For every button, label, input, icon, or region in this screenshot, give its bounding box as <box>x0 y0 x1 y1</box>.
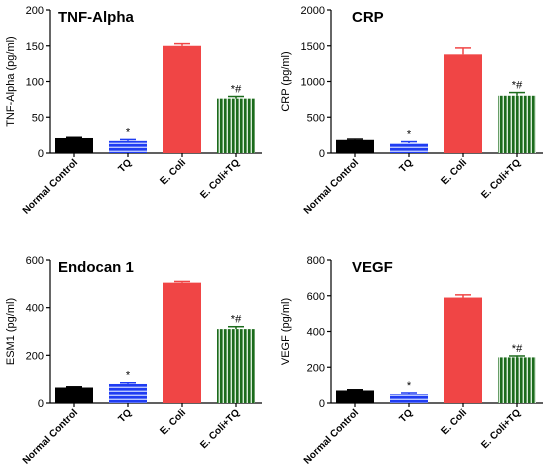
significance-mark: *# <box>231 84 242 96</box>
y-tick-label: 600 <box>307 291 325 303</box>
bar-ecoli <box>444 54 482 153</box>
bar-ecoli-tq <box>217 98 255 153</box>
x-tick-label: E. Coli+TQ <box>479 407 523 451</box>
x-tick-label: Normal Control <box>21 157 80 216</box>
y-tick-label: 200 <box>26 350 44 362</box>
y-tick-label: 200 <box>307 362 325 374</box>
chart-title: VEGF <box>352 259 393 276</box>
bar-ecoli <box>163 282 201 403</box>
y-tick-label: 0 <box>38 148 44 160</box>
bar-tq <box>109 140 147 153</box>
significance-mark: * <box>126 126 131 138</box>
x-tick-label: TQ <box>117 407 135 425</box>
x-tick-label: E. Coli <box>439 407 469 437</box>
y-tick-label: 2000 <box>301 5 325 17</box>
y-tick-label: 150 <box>26 41 44 53</box>
bar-normal-control <box>55 137 93 153</box>
x-tick-label: E. Coli <box>158 407 188 437</box>
bar-normal-control <box>336 390 374 403</box>
panel-vegf: 0 200 400 600 800 VEGF (pg/ml) VEGF Normal Cont… <box>280 255 543 467</box>
y-tick-label: 400 <box>307 327 325 339</box>
bar-tq <box>109 383 147 403</box>
x-tick-label: Normal Control <box>21 407 80 466</box>
y-axis-label: CRP (pg/ml) <box>280 51 292 111</box>
y-axis-label: VEGF (pg/ml) <box>280 298 292 365</box>
y-tick-label: 200 <box>26 5 44 17</box>
x-tick-label: E. Coli+TQ <box>198 407 242 451</box>
x-tick-label: Normal Control <box>302 407 361 466</box>
y-tick-label: 0 <box>38 398 44 410</box>
y-tick-label: 1500 <box>301 41 325 53</box>
significance-mark: * <box>407 380 412 392</box>
y-axis-label: TNF-Alpha (pg/ml) <box>5 36 17 126</box>
bar-tq <box>390 142 428 153</box>
x-tick-label: TQ <box>398 407 416 425</box>
bar-normal-control <box>55 387 93 403</box>
x-tick-label: TQ <box>117 157 135 175</box>
bar-normal-control <box>336 139 374 153</box>
bar-tq <box>390 394 428 403</box>
significance-mark: *# <box>512 343 523 355</box>
bar-ecoli-tq <box>498 357 536 403</box>
bar-ecoli <box>444 297 482 403</box>
bar-ecoli <box>163 45 201 153</box>
y-tick-label: 400 <box>26 303 44 315</box>
panel-crp: 0 500 1000 1500 2000 CRP (pg/ml) CRP Normal Con… <box>280 5 543 217</box>
chart-title: CRP <box>352 9 384 26</box>
x-tick-label: TQ <box>398 157 416 175</box>
y-tick-label: 500 <box>307 112 325 124</box>
y-tick-label: 1000 <box>301 77 325 89</box>
panel-tnf-alpha: 0 50 100 150 200 TNF-Alpha (pg/ml) TNF-Alpha No… <box>5 5 262 217</box>
y-tick-label: 800 <box>307 255 325 267</box>
y-axis-label: ESM1 (pg/ml) <box>5 298 17 365</box>
significance-mark: * <box>126 370 131 382</box>
significance-mark: *# <box>512 80 523 92</box>
significance-mark: * <box>407 129 412 141</box>
bar-ecoli-tq <box>217 329 255 403</box>
y-tick-label: 0 <box>319 148 325 160</box>
bar-ecoli-tq <box>498 95 536 153</box>
y-tick-label: 50 <box>32 112 44 124</box>
panel-endocan-1: 0 200 400 600 ESM1 (pg/ml) Endocan 1 Normal Co… <box>5 255 262 467</box>
significance-mark: *# <box>231 314 242 326</box>
y-tick-label: 600 <box>26 255 44 267</box>
x-tick-label: E. Coli <box>158 157 188 187</box>
x-tick-label: E. Coli <box>439 157 469 187</box>
x-tick-label: E. Coli+TQ <box>198 157 242 201</box>
y-tick-label: 100 <box>26 77 44 89</box>
chart-title: Endocan 1 <box>58 259 134 276</box>
chart-title: TNF-Alpha <box>58 9 134 26</box>
y-tick-label: 0 <box>319 398 325 410</box>
x-tick-label: E. Coli+TQ <box>479 157 523 201</box>
x-tick-label: Normal Control <box>302 157 361 216</box>
